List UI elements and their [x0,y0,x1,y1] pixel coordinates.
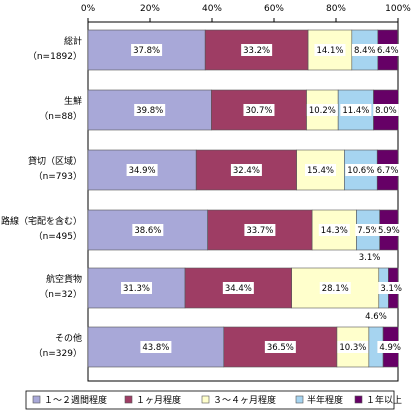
data-label: 3.1% [380,284,402,294]
data-label: 31.3% [123,284,150,294]
data-label: 8.4% [354,46,376,56]
data-label-bg [121,282,153,294]
legend-label: ３～４ヶ月程度 [213,394,276,406]
data-label: 15.4% [307,166,334,176]
data-label-bg [373,104,399,116]
category-label: 航空貨物 [46,273,82,285]
data-label-bg [318,224,350,236]
plot-border [87,21,399,382]
category-count-label: （n=329） [34,348,82,359]
legend-label: 半年程度 [307,394,343,406]
data-label: 39.8% [136,106,163,116]
legend-label: １年以上 [366,394,402,406]
data-label-bg [264,341,296,353]
data-label-bg [314,44,346,56]
data-label-bg [376,224,402,236]
data-label: 14.1% [316,46,343,56]
legend-swatch [32,395,41,404]
x-tick-label: 0% [81,4,96,14]
x-tick-label: 40% [202,4,222,14]
data-label: 10.2% [309,106,336,116]
data-label: 34.4% [225,284,252,294]
data-label: 43.8% [142,343,169,353]
data-label: 5.9% [378,226,400,236]
data-label: 33.2% [243,46,270,56]
data-label: 34.9% [129,166,156,176]
legend-swatch [354,395,363,404]
category-label: 貸切（区域） [28,155,82,167]
data-label-bg [241,44,273,56]
x-axis-ticks: 0% 20% 40% 60% 80% 100% [81,4,411,22]
data-label: 11.4% [342,106,369,116]
data-label-bg [355,224,381,236]
data-label-bg [363,310,389,322]
data-label: 4.6% [365,312,387,322]
data-label: 10.3% [339,343,366,353]
category-label: 路線（宅配を含む） [1,215,82,227]
category-count-label: （n=32） [39,289,82,300]
data-label: 6.4% [377,46,399,56]
x-tick-label: 100% [385,4,411,14]
data-label-bg [378,282,404,294]
data-labels: 37.8% 33.2% 14.1% 8.4% 6.4% 39.8% 30.7% 10.2% 11… [121,44,404,353]
legend: １～２週間程度 １ヶ月程度 ３～４ヶ月程度 半年程度 １年以上 [25,390,402,410]
data-label: 3.1% [359,253,381,263]
legend-box [25,390,395,410]
data-label: 32.4% [233,166,260,176]
data-label-bg [319,282,351,294]
data-label: 33.7% [246,226,273,236]
category-count-label: （n=1892） [28,51,82,62]
data-label-bg [337,341,369,353]
data-label-bg [352,44,378,56]
data-label: 6.7% [377,166,399,176]
data-label: 38.6% [134,226,161,236]
data-label: 30.7% [245,106,272,116]
data-label-bg [140,341,172,353]
data-label-bg [230,164,262,176]
data-label: 28.1% [322,284,349,294]
data-label: 14.3% [321,226,348,236]
category-count-label: （n=495） [34,231,82,242]
data-label-bg [374,164,401,176]
data-label-bg [131,44,163,56]
data-label: 36.5% [267,343,294,353]
data-label: 8.0% [375,106,397,116]
plot-frame [87,21,399,382]
legend-swatch [295,395,304,404]
category-count-label: （n=88） [39,111,82,122]
data-label: 10.6% [347,166,374,176]
data-label: 7.5% [357,226,379,236]
data-label-bg [345,164,377,176]
data-label: 4.9% [379,343,401,353]
data-label-bg [356,251,383,263]
data-label-bg [306,104,338,116]
x-tick-label: 60% [264,4,284,14]
legend-label: １～２週間程度 [44,394,107,406]
bars [87,29,399,368]
x-tick-label: 80% [326,4,346,14]
legend-swatch [201,395,210,404]
category-label: 生鮮 [64,95,82,107]
data-label-bg [134,104,166,116]
data-label-bg [374,44,401,56]
data-label-bg [305,164,336,176]
data-label-bg [340,104,372,116]
data-label-bg [222,282,254,294]
data-label-bg [244,224,276,236]
data-label: 37.8% [133,46,160,56]
data-label-bg [132,224,164,236]
category-label: その他 [55,332,82,344]
category-count-label: （n=793） [34,171,82,182]
legend-label: １ヶ月程度 [136,394,181,406]
data-label-bg [377,341,403,353]
data-label-bg [243,104,275,116]
x-tick-label: 20% [140,4,160,14]
category-labels: 総計 （n=1892） 生鮮 （n=88） 貸切（区域） （n=793） 路線（宅配を含む）… [1,35,82,359]
category-label: 総計 [64,35,82,47]
data-label-bg [126,164,158,176]
legend-swatch [124,395,133,404]
